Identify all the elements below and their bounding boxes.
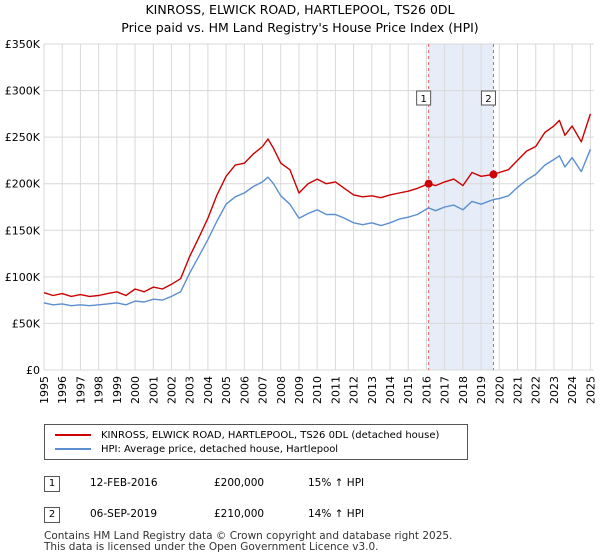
x-tick-label: 2011 bbox=[329, 376, 342, 404]
x-tick-label: 1996 bbox=[56, 376, 69, 404]
transaction-date: 12-FEB-2016 bbox=[90, 477, 158, 489]
transaction-hpi: 15% ↑ HPI bbox=[308, 477, 365, 489]
x-tick-label: 2024 bbox=[566, 376, 579, 404]
x-tick-label: 1997 bbox=[74, 376, 87, 404]
legend-swatch-hpi bbox=[55, 448, 91, 450]
chart-subtitle: Price paid vs. HM Land Registry's House … bbox=[121, 20, 479, 35]
x-tick-label: 2014 bbox=[384, 376, 397, 404]
sale-label-box bbox=[480, 90, 496, 106]
footer-line-2: This data is licensed under the Open Gov… bbox=[44, 541, 379, 553]
price-chart: £0 £50K £100K £150K £200K £250K £300K £350K 1995… bbox=[5, 38, 598, 404]
sale-point bbox=[489, 170, 498, 179]
x-tick-label: 2012 bbox=[348, 376, 361, 404]
x-tick-label: 1998 bbox=[93, 376, 106, 404]
sale-label: 1 bbox=[420, 94, 426, 105]
legend-item-property: KINROSS, ELWICK ROAD, HARTLEPOOL, TS26 0… bbox=[55, 428, 439, 442]
transaction-price: £210,000 bbox=[214, 508, 265, 520]
x-tick-label: 2006 bbox=[238, 376, 251, 404]
x-tick-label: 2009 bbox=[293, 376, 306, 404]
x-tick-label: 2021 bbox=[512, 376, 525, 404]
x-tick-label: 2016 bbox=[420, 376, 433, 404]
x-tick-label: 2008 bbox=[275, 376, 288, 404]
transaction-number: 1 bbox=[44, 476, 60, 492]
sale-point bbox=[424, 179, 433, 188]
y-tick-label: £150K bbox=[5, 224, 41, 237]
x-tick-label: 1999 bbox=[111, 376, 124, 404]
x-tick-label: 2002 bbox=[165, 376, 178, 404]
transaction-hpi: 14% ↑ HPI bbox=[308, 508, 365, 520]
sale-label: 2 bbox=[485, 94, 491, 105]
x-tick-label: 2018 bbox=[457, 376, 470, 404]
y-tick-label: £300K bbox=[5, 85, 41, 98]
transaction-date: 06-SEP-2019 bbox=[90, 508, 158, 520]
y-tick-label: £250K bbox=[5, 131, 41, 144]
footer: Contains HM Land Registry data © Crown c… bbox=[44, 531, 452, 553]
x-tick-label: 2005 bbox=[220, 376, 233, 404]
y-tick-label: £200K bbox=[5, 178, 41, 191]
legend: KINROSS, ELWICK ROAD, HARTLEPOOL, TS26 0… bbox=[44, 424, 468, 460]
x-tick-label: 2019 bbox=[475, 376, 488, 404]
x-tick-label: 2004 bbox=[202, 376, 215, 404]
transaction-price: £200,000 bbox=[214, 477, 265, 489]
x-tick-label: 1995 bbox=[38, 376, 51, 404]
plot-area bbox=[44, 44, 594, 370]
x-tick-label: 2007 bbox=[257, 376, 270, 404]
x-tick-label: 2001 bbox=[147, 376, 160, 404]
x-tick-label: 2010 bbox=[311, 376, 324, 404]
x-tick-label: 2020 bbox=[493, 376, 506, 404]
x-tick-label: 2013 bbox=[366, 376, 379, 404]
y-tick-label: £50K bbox=[12, 317, 41, 330]
y-tick-label: £100K bbox=[5, 271, 41, 284]
transaction-number: 2 bbox=[44, 507, 60, 523]
legend-label-property: KINROSS, ELWICK ROAD, HARTLEPOOL, TS26 0… bbox=[101, 429, 440, 441]
sale-label-box bbox=[416, 90, 432, 106]
chart-title: KINROSS, ELWICK ROAD, HARTLEPOOL, TS26 0… bbox=[145, 2, 455, 17]
x-tick-label: 2003 bbox=[184, 376, 197, 404]
x-tick-label: 2022 bbox=[530, 376, 543, 404]
y-tick-label: £350K bbox=[5, 38, 41, 51]
hpi-line bbox=[43, 149, 592, 307]
price-paid-line bbox=[43, 113, 592, 298]
x-tick-label: 2025 bbox=[584, 376, 597, 404]
footer-line-1: Contains HM Land Registry data © Crown c… bbox=[44, 530, 453, 542]
x-tick-label: 2017 bbox=[439, 376, 452, 404]
x-tick-label: 2015 bbox=[402, 376, 415, 404]
legend-label-hpi: HPI: Average price, detached house, Hart… bbox=[101, 443, 339, 455]
x-tick-label: 2000 bbox=[129, 376, 142, 404]
legend-item-hpi: HPI: Average price, detached house, Hart… bbox=[55, 442, 338, 456]
legend-swatch-property bbox=[55, 434, 91, 436]
y-tick-label: £0 bbox=[26, 364, 40, 377]
x-tick-label: 2023 bbox=[548, 376, 561, 404]
